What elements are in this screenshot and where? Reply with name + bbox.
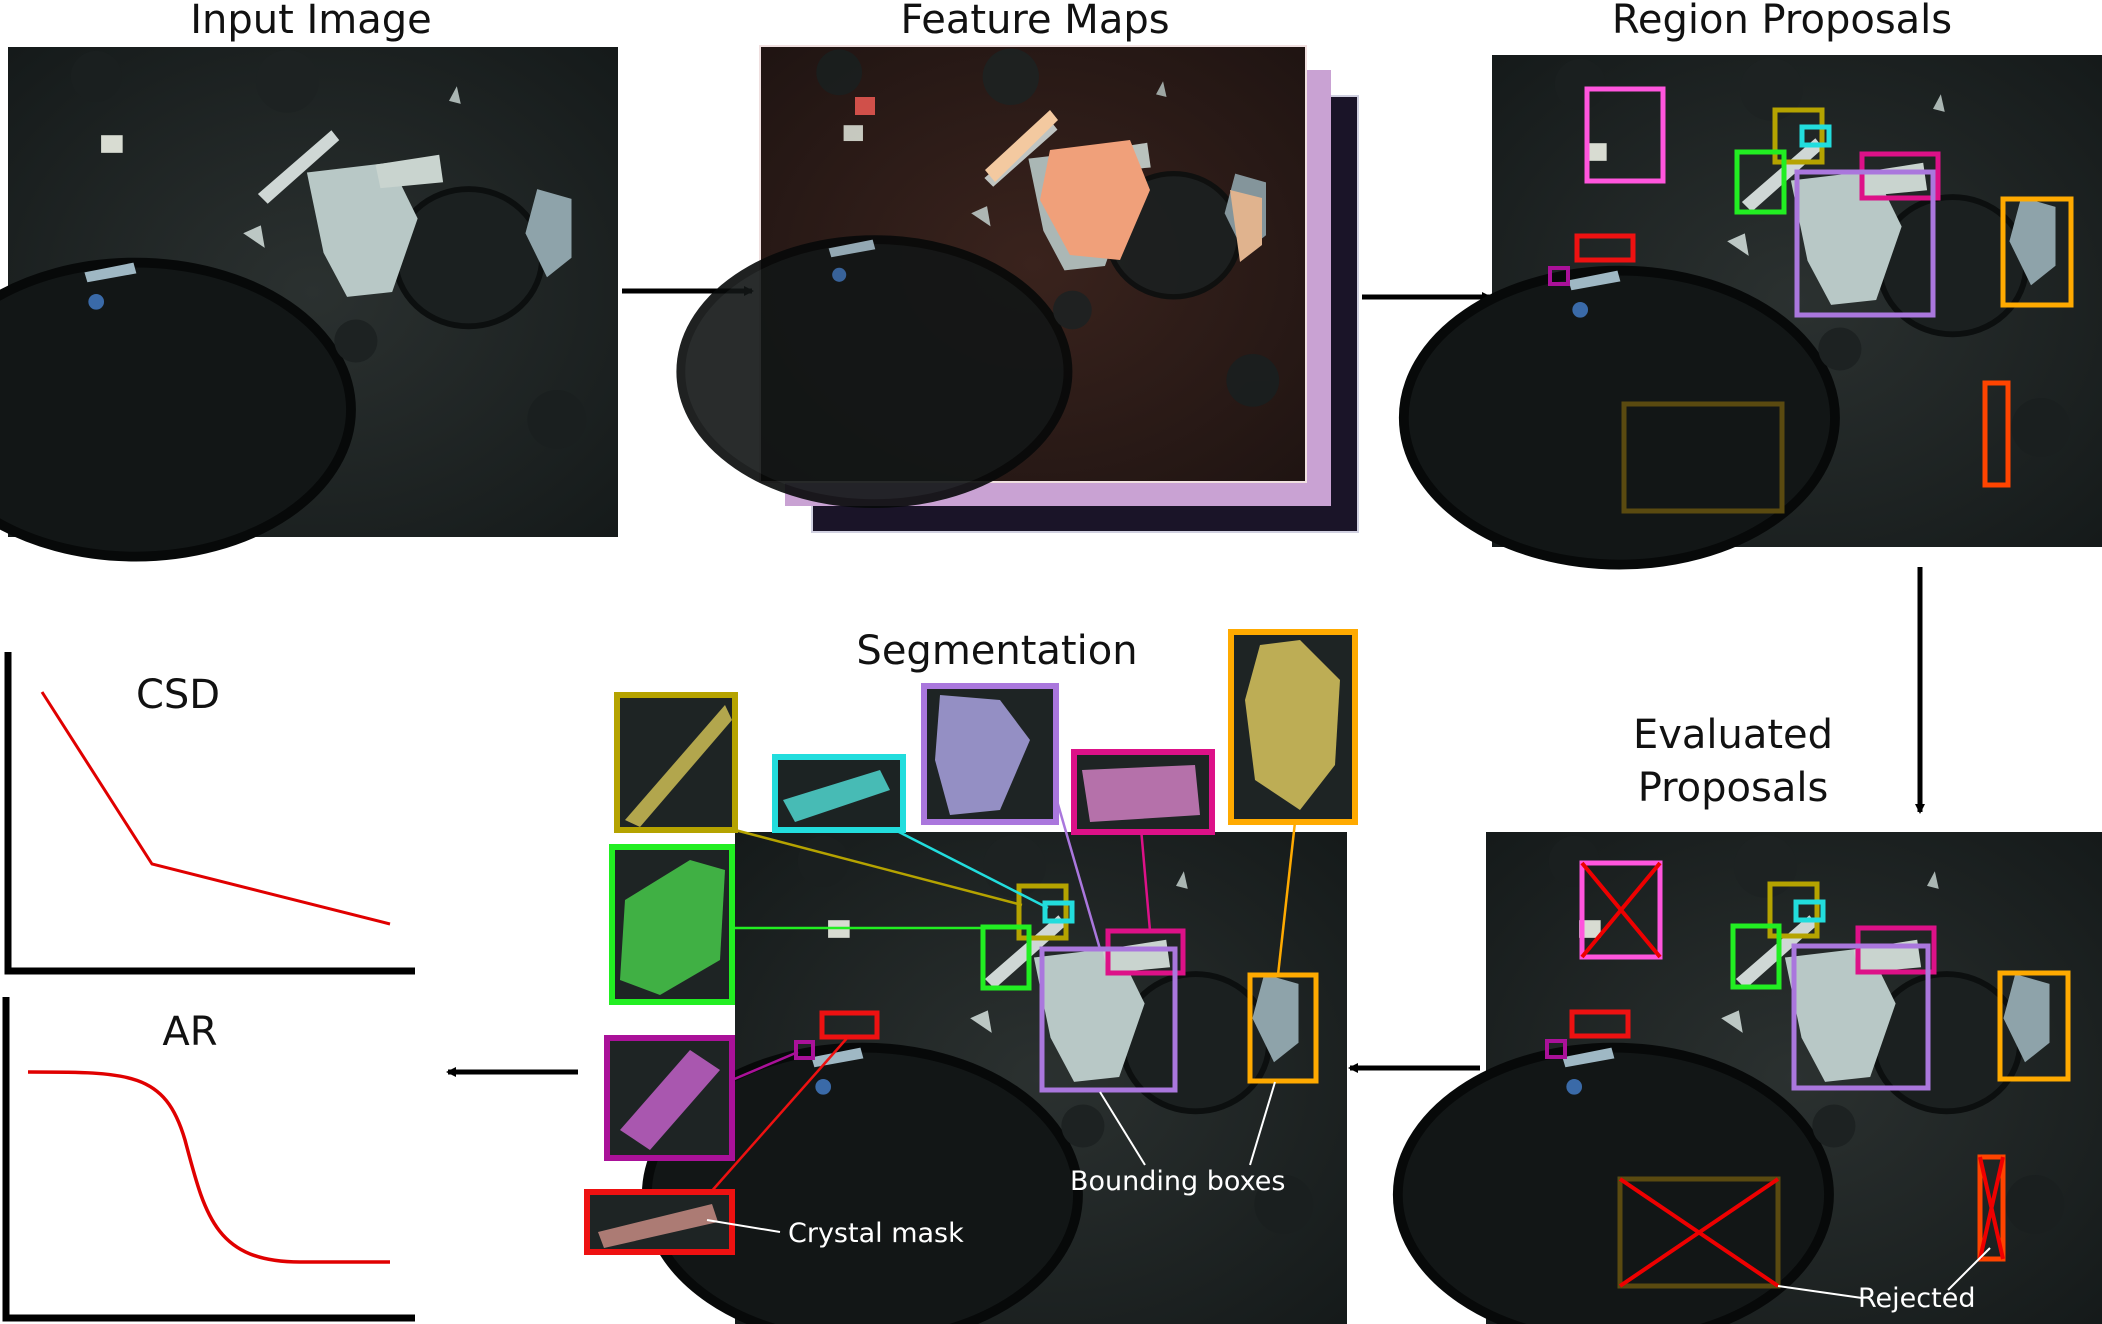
- crop-cyan: [772, 754, 906, 833]
- proposal-box-pink: [1584, 86, 1666, 184]
- connector-olive: [734, 828, 1023, 907]
- evaluated-box-olive: [1767, 881, 1820, 939]
- crop-olive: [614, 692, 738, 833]
- evaluated-box-brown: [1617, 1176, 1781, 1289]
- proposal-box-brown: [1621, 401, 1785, 514]
- csd-label: CSD: [136, 672, 220, 718]
- connector-red: [709, 1036, 849, 1194]
- connector-purple: [1053, 793, 1102, 950]
- csd-axes: [4, 652, 415, 975]
- evaluated-box-small-purple: [1545, 1039, 1567, 1059]
- evaluated-box-red: [1569, 1009, 1631, 1039]
- seg-box-green: [980, 924, 1032, 991]
- proposal-box-purple: [1794, 169, 1936, 318]
- heading-evaluated-line2: Proposals: [1638, 765, 1829, 811]
- seg-box-purple: [1039, 946, 1178, 1093]
- ar-curve: [27, 1070, 390, 1264]
- crystal-mask-pointer: [706, 1219, 781, 1233]
- reject-cross-red-orange: [1978, 1156, 2005, 1260]
- annotation-rejected: Rejected: [1858, 1283, 1975, 1314]
- proposal-box-green: [1734, 149, 1787, 215]
- bounding-boxes-pointer-2: [1249, 1081, 1276, 1166]
- evaluated-box-pink: [1579, 860, 1663, 960]
- proposal-box-orange: [2000, 196, 2074, 308]
- crop-green: [609, 844, 735, 1005]
- proposal-box-olive: [1772, 107, 1825, 165]
- annotation-bounding-boxes: Bounding boxes: [1070, 1166, 1285, 1197]
- proposal-box-magenta: [1859, 151, 1941, 201]
- heading-region-proposals: Region Proposals: [1612, 0, 1952, 43]
- seg-box-orange: [1247, 972, 1319, 1084]
- seg-box-olive: [1016, 883, 1069, 941]
- crop-connectors: [709, 793, 1297, 1194]
- csd-curve: [40, 691, 391, 926]
- heading-evaluated-line1: Evaluated: [1633, 712, 1833, 758]
- crop-red: [584, 1189, 735, 1255]
- feature-maps-stack: [681, 46, 1359, 533]
- proposal-box-red: [1574, 233, 1636, 263]
- seg-box-small-purple: [794, 1040, 815, 1060]
- segmentation-image: Bounding boxes: [647, 832, 1347, 1324]
- csd-plot: CSD: [4, 652, 415, 975]
- evaluated-box-green: [1730, 923, 1782, 990]
- evaluated-box-orange: [1997, 970, 2071, 1082]
- region-proposals-image: [1404, 55, 2102, 565]
- reject-cross-brown: [1618, 1177, 1780, 1288]
- heading-segmentation: Segmentation: [856, 628, 1137, 674]
- annotation-crystal-mask: Crystal mask: [788, 1218, 964, 1249]
- heading-input-image: Input Image: [190, 0, 432, 43]
- crop-small-purple: [604, 1035, 735, 1161]
- proposal-box-small-purple: [1548, 266, 1570, 286]
- connector-small-purple: [731, 1050, 799, 1082]
- rejected-pointer-brown: [1777, 1285, 1863, 1299]
- evaluated-proposals-image: Rejected: [1398, 832, 2102, 1324]
- proposal-box-cyan: [1799, 124, 1832, 148]
- evaluated-box-cyan: [1793, 899, 1826, 923]
- evaluated-box-magenta: [1855, 925, 1937, 975]
- crop-orange: [1228, 629, 1358, 825]
- seg-box-red: [819, 1010, 880, 1040]
- evaluated-box-red-orange: [1977, 1154, 2006, 1262]
- crop-purple: [921, 683, 1059, 825]
- ar-axes: [2, 997, 415, 1322]
- ar-plot: AR: [2, 997, 415, 1322]
- connector-orange: [1276, 821, 1297, 976]
- seg-box-cyan: [1042, 900, 1075, 924]
- evaluated-box-purple: [1791, 943, 1931, 1091]
- reject-cross-pink: [1580, 861, 1662, 959]
- ar-label: AR: [162, 1009, 217, 1055]
- heading-feature-maps: Feature Maps: [900, 0, 1169, 43]
- connector-cyan: [894, 828, 1049, 910]
- crop-magenta: [1071, 749, 1215, 835]
- proposal-box-red-orange: [1982, 380, 2011, 488]
- rejected-pointer-red-orange: [1947, 1247, 1991, 1291]
- input-image: [0, 47, 618, 557]
- bounding-boxes-pointer-1: [1099, 1091, 1146, 1166]
- seg-box-magenta: [1105, 928, 1186, 976]
